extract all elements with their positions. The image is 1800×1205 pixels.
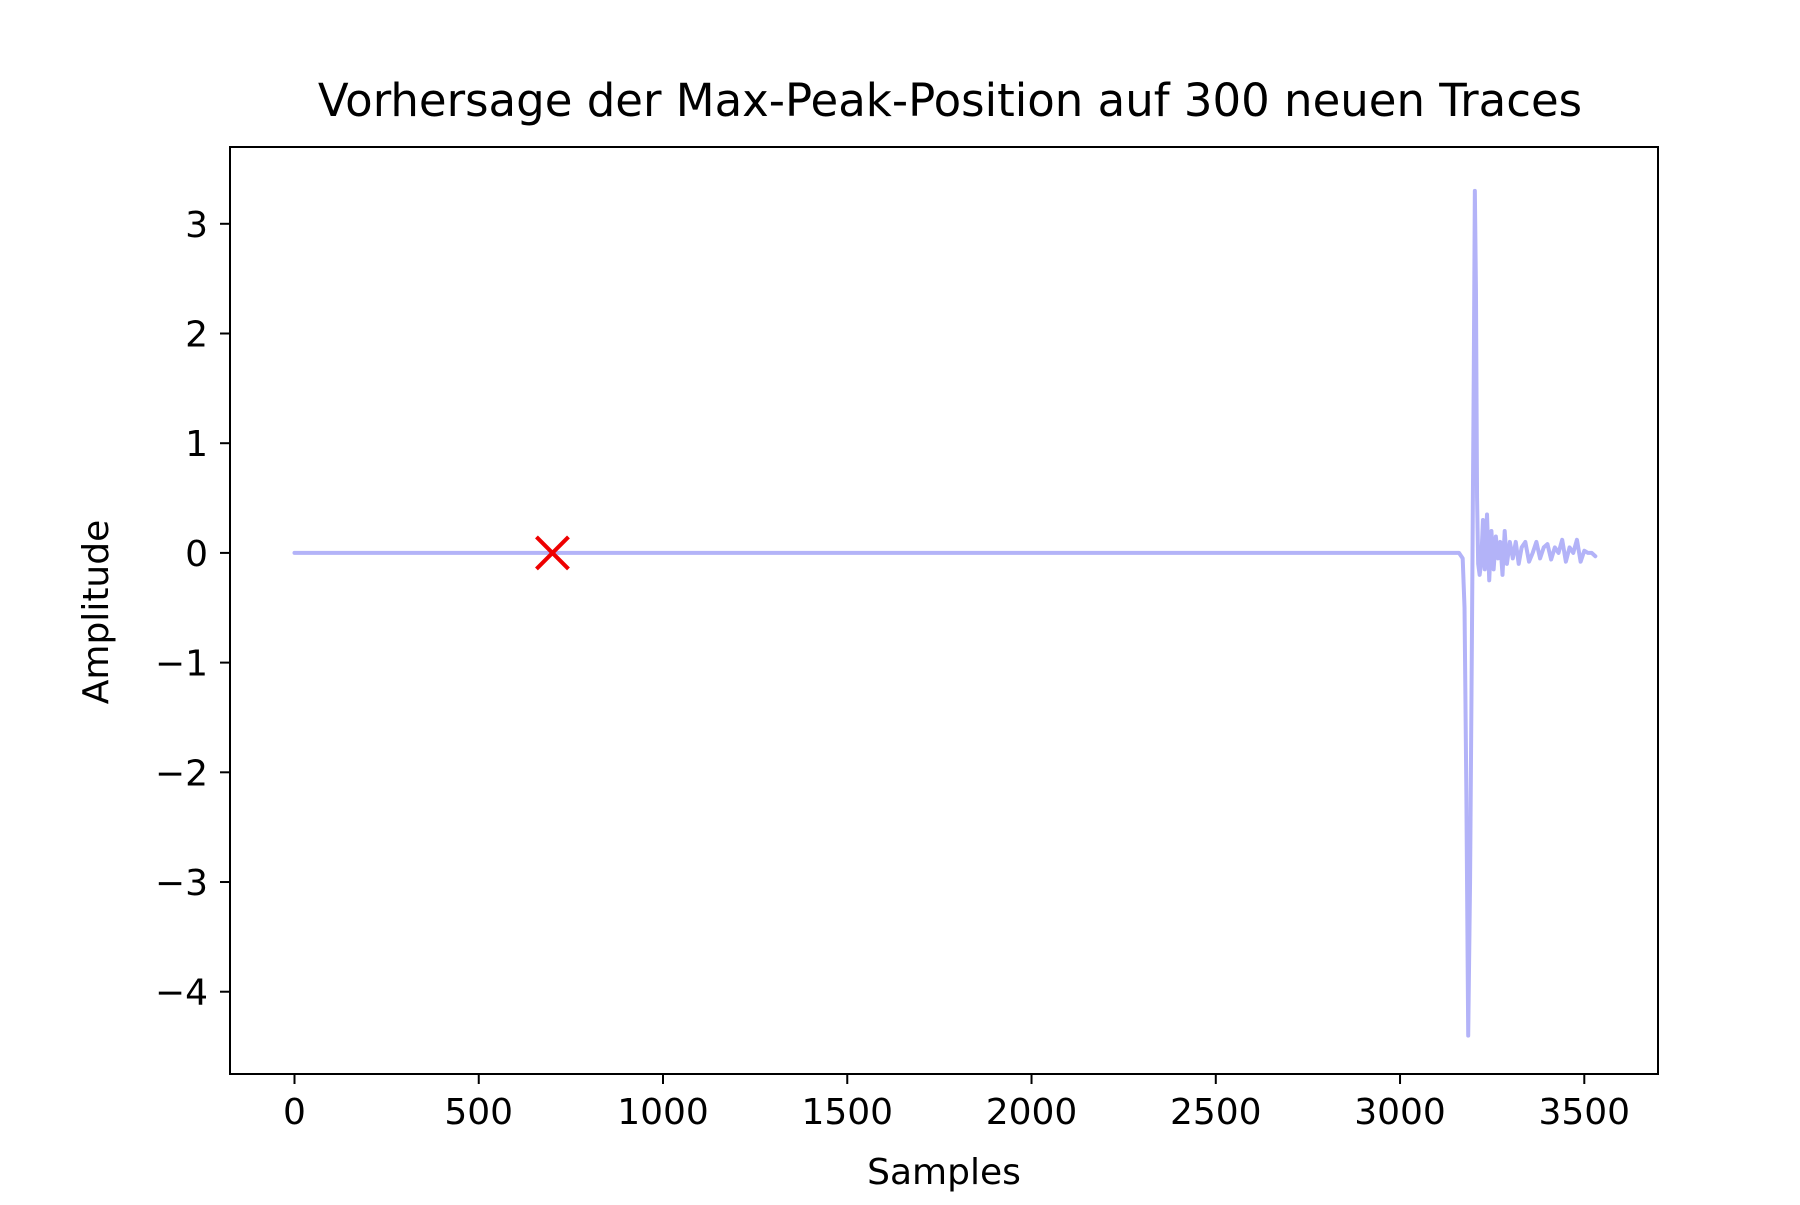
y-tick-label: −2 [155, 753, 208, 794]
y-tick-label: 1 [185, 424, 208, 465]
y-tick-label: −4 [155, 973, 208, 1014]
x-tick-label: 2000 [986, 1092, 1078, 1133]
y-axis-label: Amplitude [76, 520, 117, 704]
y-tick-label: −1 [155, 644, 208, 685]
x-tick-label: 3500 [1538, 1092, 1630, 1133]
y-tick-label: 3 [185, 205, 208, 246]
trace-line-0 [292, 188, 1598, 1038]
x-tick-label: 500 [444, 1092, 513, 1133]
x-tick-label: 1500 [801, 1092, 893, 1133]
predicted-peak-marker [535, 535, 570, 571]
x-tick-label: 1000 [617, 1092, 709, 1133]
y-tick-label: 2 [185, 314, 208, 355]
x-tick-label: 3000 [1354, 1092, 1446, 1133]
x-tick-label: 2500 [1170, 1092, 1262, 1133]
y-tick-label: 0 [185, 534, 208, 575]
y-axis: −4 −3 −2 −1 0 1 2 3 [155, 205, 230, 1014]
plot-area [292, 188, 1598, 1038]
chart-title: Vorhersage der Max-Peak-Position auf 300… [318, 74, 1582, 127]
plot-frame [229, 146, 1659, 1075]
x-axis-label: Samples [867, 1152, 1021, 1193]
x-axis: 0 500 1000 1500 2000 2500 3000 3500 [283, 1074, 1630, 1133]
y-tick-label: −3 [155, 863, 208, 904]
marker-stroke [535, 535, 570, 571]
x-tick-label: 0 [283, 1092, 306, 1133]
